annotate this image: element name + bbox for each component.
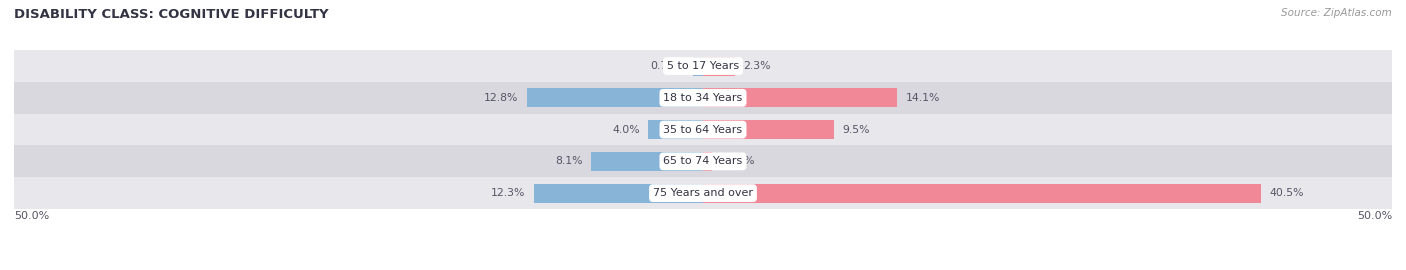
Bar [703, 88, 897, 107]
Bar [693, 56, 703, 76]
Text: DISABILITY CLASS: COGNITIVE DIFFICULTY: DISABILITY CLASS: COGNITIVE DIFFICULTY [14, 8, 329, 21]
Bar [533, 184, 703, 203]
Bar [703, 152, 713, 171]
Bar [703, 56, 735, 76]
Text: 14.1%: 14.1% [905, 93, 941, 103]
Bar [527, 88, 703, 107]
Text: 5 to 17 Years: 5 to 17 Years [666, 61, 740, 71]
Text: Source: ZipAtlas.com: Source: ZipAtlas.com [1281, 8, 1392, 18]
Bar [14, 114, 1392, 146]
Text: 2.3%: 2.3% [742, 61, 770, 71]
Text: 35 to 64 Years: 35 to 64 Years [664, 124, 742, 135]
Text: 8.1%: 8.1% [555, 156, 583, 166]
Text: 50.0%: 50.0% [14, 211, 49, 221]
Text: 40.5%: 40.5% [1270, 188, 1303, 198]
Legend: Male, Female: Male, Female [643, 266, 763, 270]
Bar [703, 184, 1261, 203]
Bar [703, 120, 834, 139]
Text: 0.71%: 0.71% [651, 61, 685, 71]
Text: 50.0%: 50.0% [1357, 211, 1392, 221]
Text: 4.0%: 4.0% [612, 124, 640, 135]
Bar [14, 82, 1392, 114]
Text: 12.8%: 12.8% [484, 93, 519, 103]
Bar [592, 152, 703, 171]
Text: 0.67%: 0.67% [720, 156, 755, 166]
Text: 9.5%: 9.5% [842, 124, 870, 135]
Text: 18 to 34 Years: 18 to 34 Years [664, 93, 742, 103]
Text: 75 Years and over: 75 Years and over [652, 188, 754, 198]
Text: 65 to 74 Years: 65 to 74 Years [664, 156, 742, 166]
Bar [648, 120, 703, 139]
Bar [14, 177, 1392, 209]
Text: 12.3%: 12.3% [491, 188, 526, 198]
Bar [14, 146, 1392, 177]
Bar [14, 50, 1392, 82]
